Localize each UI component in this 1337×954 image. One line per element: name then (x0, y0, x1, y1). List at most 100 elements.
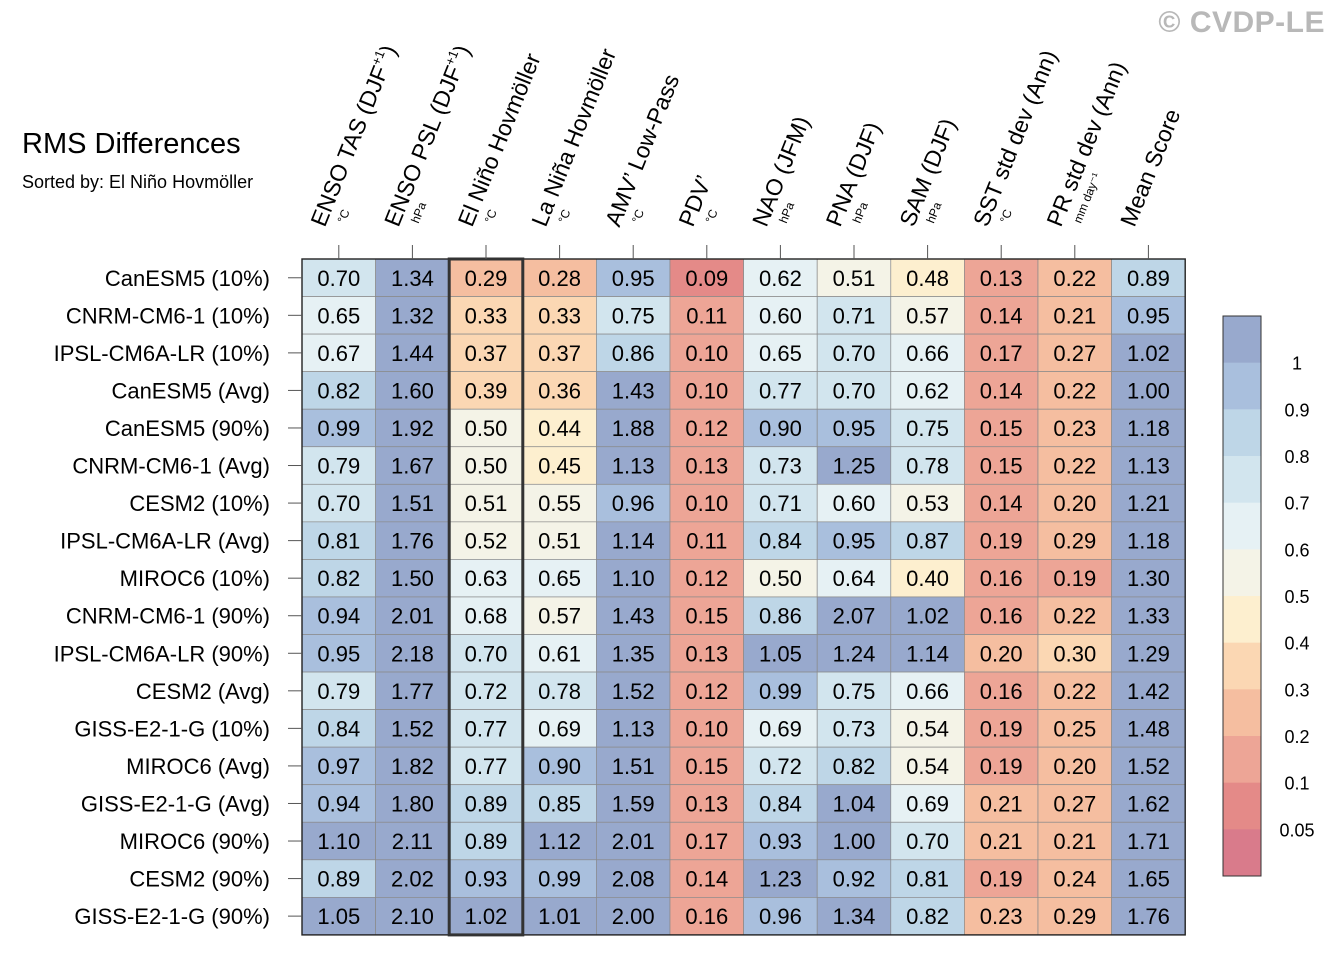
cell-value-label: 0.21 (1053, 829, 1096, 854)
cell-value-label: 0.79 (317, 454, 360, 479)
cell-value-label: 0.20 (1053, 754, 1096, 779)
cell-value-label: 0.82 (906, 904, 949, 929)
heatmap-cell (375, 258, 450, 297)
cell-value-label: 0.57 (906, 303, 949, 328)
heatmap-cell (1111, 408, 1186, 448)
colorbar-label: 0.1 (1284, 774, 1309, 794)
heatmap-cell (743, 446, 818, 485)
heatmap-cell (301, 671, 376, 710)
cell-value-label: 1.10 (612, 566, 655, 591)
cell-value-label: 2.01 (391, 604, 434, 629)
cell-value-label: 1.76 (391, 529, 434, 554)
heatmap-cell (1111, 634, 1186, 673)
heatmap-cell (375, 821, 450, 861)
cell-value-label: 1.35 (612, 641, 655, 666)
heatmap-cell (816, 446, 892, 485)
heatmap-cell (522, 709, 597, 748)
heatmap-cell (301, 709, 376, 748)
cell-value-label: 0.21 (1053, 303, 1096, 328)
heatmap-cell (1111, 746, 1186, 786)
heatmap-cell (596, 896, 671, 936)
colorbar-swatch (1223, 409, 1261, 457)
cell-value-label: 0.84 (759, 529, 802, 554)
colorbar-swatch (1223, 642, 1261, 690)
cell-value-label: 0.95 (833, 529, 876, 554)
cell-value-label: 1.76 (1127, 904, 1170, 929)
heatmap-cell (1037, 446, 1112, 485)
heatmap-cell (669, 296, 744, 335)
heatmap-cell (1037, 784, 1112, 823)
cell-value-label: 1.30 (1127, 566, 1170, 591)
cell-value-label: 0.57 (538, 604, 581, 629)
row-label: CNRM-CM6-1 (10%) (66, 303, 270, 328)
cell-value-label: 0.10 (685, 341, 728, 366)
cell-value-label: 0.84 (759, 791, 802, 816)
heatmap-cell (375, 559, 450, 598)
heatmap-cell (1111, 859, 1186, 898)
colorbar-label: 1 (1292, 354, 1302, 374)
cell-value-label: 0.95 (833, 416, 876, 441)
cell-value-label: 0.96 (759, 904, 802, 929)
colorbar-swatch (1223, 502, 1261, 550)
heatmap-cell (816, 634, 892, 673)
heatmap-cell (1111, 896, 1186, 936)
cell-value-label: 0.84 (317, 716, 360, 741)
cell-value-label: 2.00 (612, 904, 655, 929)
cell-value-label: 1.34 (833, 904, 876, 929)
heatmap-cell (596, 671, 671, 710)
cell-value-label: 1.67 (391, 454, 434, 479)
heatmap-cell (1111, 671, 1186, 710)
colorbar-swatch (1223, 456, 1261, 504)
heatmap-cell (448, 596, 524, 635)
heatmap-cell (375, 709, 450, 748)
heatmap-cell (301, 371, 376, 410)
cell-value-label: 1.12 (538, 829, 581, 854)
heatmap-cell (375, 446, 450, 485)
cell-value-label: 0.51 (833, 266, 876, 291)
cell-value-label: 0.11 (686, 529, 727, 554)
cell-value-label: 0.25 (1053, 716, 1096, 741)
cell-value-label: 0.75 (612, 303, 655, 328)
cell-value-label: 0.89 (1127, 266, 1170, 291)
cell-value-label: 2.11 (392, 829, 433, 854)
heatmap-cell (890, 521, 965, 560)
heatmap-cell (669, 521, 744, 560)
cell-value-label: 0.61 (538, 641, 581, 666)
row-label: CESM2 (90%) (129, 867, 270, 892)
heatmap-cell (890, 821, 965, 861)
cell-value-label: 0.37 (538, 341, 581, 366)
heatmap-cell (1037, 408, 1112, 448)
heatmap-cell (1037, 296, 1112, 335)
heatmap-cell (522, 333, 597, 373)
cell-value-label: 0.21 (980, 829, 1023, 854)
column-header: AMV’ Low-Pass (600, 70, 685, 229)
cell-value-label: 0.62 (906, 378, 949, 403)
heatmap-cell (816, 821, 892, 861)
heatmap-cell (522, 559, 597, 598)
colorbar-label: 0.7 (1284, 494, 1309, 514)
heatmap-cell (301, 559, 376, 598)
cell-value-label: 0.12 (685, 416, 728, 441)
cell-value-label: 1.02 (1127, 341, 1170, 366)
cell-value-label: 0.20 (980, 641, 1023, 666)
heatmap-cell (669, 671, 744, 710)
heatmap-cell (522, 896, 597, 936)
cell-value-label: 0.44 (538, 416, 581, 441)
cell-value-label: 0.29 (1053, 904, 1096, 929)
heatmap-cell (669, 371, 744, 410)
cell-value-label: 1.43 (612, 378, 655, 403)
colorbar-border (1222, 315, 1262, 877)
cell-value-label: 1.77 (391, 679, 434, 704)
heatmap-cell (964, 896, 1039, 936)
heatmap-cell (1037, 559, 1112, 598)
cell-value-label: 0.60 (833, 491, 876, 516)
cell-value-label: 0.85 (538, 791, 581, 816)
cell-value-label: 1.13 (612, 454, 655, 479)
cell-value-label: 2.07 (833, 604, 876, 629)
heatmap-cell (743, 746, 818, 786)
cell-value-label: 0.22 (1053, 454, 1096, 479)
cell-value-label: 0.64 (833, 566, 876, 591)
row-label: CanESM5 (90%) (105, 416, 270, 441)
heatmap-cell (1111, 483, 1186, 523)
column-unit: °C (997, 207, 1015, 225)
